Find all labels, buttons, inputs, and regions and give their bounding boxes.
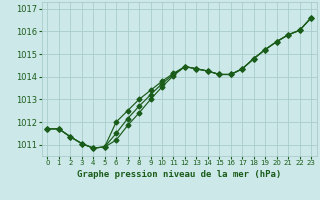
X-axis label: Graphe pression niveau de la mer (hPa): Graphe pression niveau de la mer (hPa) — [77, 170, 281, 179]
